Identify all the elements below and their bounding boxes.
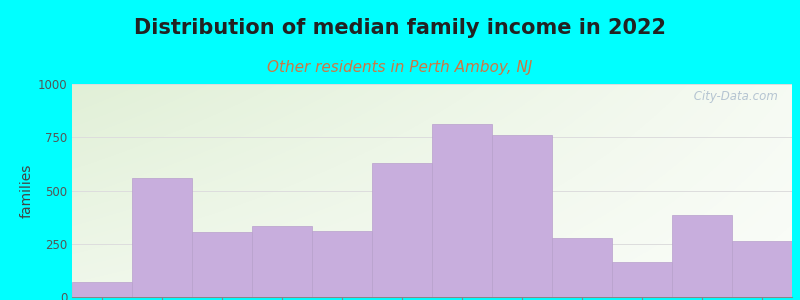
Bar [132,178,192,297]
Bar [312,231,372,297]
Bar [672,215,732,297]
Y-axis label: families: families [19,163,34,218]
Bar [612,262,672,297]
Bar [372,163,432,297]
Bar [192,232,252,297]
Bar [72,282,132,297]
Bar [732,241,792,297]
Bar [492,135,552,297]
Bar [432,124,492,297]
Text: Distribution of median family income in 2022: Distribution of median family income in … [134,18,666,38]
Text: Other residents in Perth Amboy, NJ: Other residents in Perth Amboy, NJ [267,60,533,75]
Bar [552,238,612,297]
Text: City-Data.com: City-Data.com [690,90,778,104]
Bar [252,226,312,297]
